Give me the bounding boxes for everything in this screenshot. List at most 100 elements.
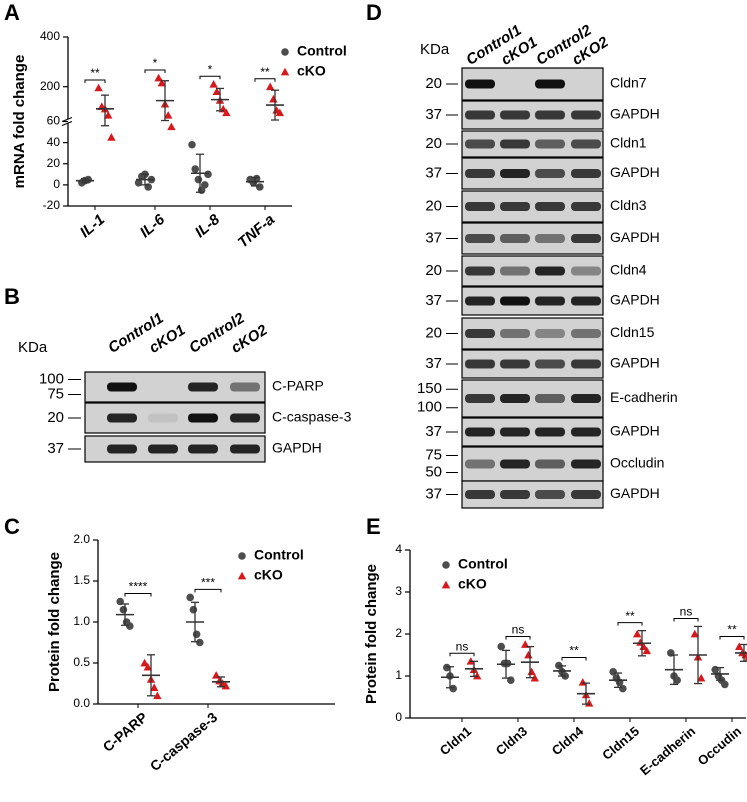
x-tick-label: Cldn3	[493, 723, 530, 758]
x-tick-label: Cldn15	[599, 723, 642, 762]
x-tick-label: Occudin	[695, 723, 745, 768]
data-point	[619, 684, 627, 693]
significance-label: *	[153, 56, 158, 70]
data-point	[107, 133, 116, 141]
blot-band	[500, 139, 530, 149]
strip-label: GAPDH	[610, 164, 660, 180]
y-tick-label: 0.5	[73, 655, 90, 669]
blot-band	[230, 413, 260, 423]
y-tick-label: 2	[395, 626, 402, 640]
panel-letter: D	[366, 0, 382, 25]
panel-letter: B	[4, 284, 20, 309]
legend-label: cKO	[458, 576, 487, 592]
x-tick-label: IL-6	[137, 211, 169, 242]
y-tick-label: 3	[395, 584, 402, 598]
significance-bracket	[254, 78, 276, 82]
blot-band	[500, 329, 530, 338]
blot-band	[500, 234, 530, 243]
strip-label: GAPDH	[610, 355, 660, 371]
blot-band	[188, 382, 218, 392]
significance-label: ***	[201, 576, 215, 590]
data-point	[503, 659, 512, 668]
strip-label: Cldn4	[610, 262, 647, 278]
data-point	[524, 650, 533, 659]
mw-marker: 37	[425, 423, 442, 440]
mw-marker: 75	[47, 385, 64, 402]
data-point	[275, 108, 284, 117]
blot-band	[535, 169, 565, 178]
x-tick-label: E-cadherin	[637, 723, 698, 778]
blot-band	[188, 413, 218, 423]
y-tick-label: -20	[43, 198, 61, 212]
y-tick-label: 60	[47, 114, 61, 128]
blot-band	[465, 202, 495, 211]
strip-label: Cldn1	[610, 135, 647, 151]
blot-band	[535, 394, 565, 403]
blot-band	[230, 444, 260, 454]
y-tick-label: 1	[395, 668, 402, 682]
significance-label: ****	[129, 580, 148, 594]
blot-band	[571, 169, 601, 178]
mw-marker: 75	[425, 446, 442, 463]
data-point	[449, 684, 458, 693]
blot-band	[571, 427, 601, 437]
y-tick-label: 200	[40, 79, 60, 93]
axis-break	[61, 121, 73, 126]
panel-letter: A	[4, 0, 20, 25]
significance-bracket	[617, 622, 643, 626]
data-point	[188, 140, 196, 149]
significance-label: **	[625, 609, 635, 623]
blot-band	[465, 79, 495, 89]
blot-band	[107, 382, 137, 392]
significance-bracket	[673, 617, 699, 622]
data-point	[204, 170, 212, 179]
blot-band	[571, 266, 601, 276]
y-tick-label: 0	[53, 177, 60, 191]
x-tick-label: C-caspase-3	[147, 709, 221, 774]
mw-marker: 100	[39, 370, 64, 387]
mw-marker: 37	[425, 106, 442, 123]
significance-label: **	[727, 623, 737, 637]
data-point	[143, 662, 152, 671]
blot-band	[500, 296, 530, 306]
y-tick-label: 20	[47, 156, 61, 170]
data-point	[212, 87, 221, 96]
significance-bracket	[194, 588, 222, 593]
panel-letter: C	[4, 514, 20, 539]
data-point	[222, 108, 231, 117]
blot-band	[571, 459, 601, 469]
mw-marker: 20	[425, 197, 442, 214]
blot-band	[535, 459, 565, 469]
mw-marker: 37	[425, 485, 442, 502]
data-point	[642, 646, 651, 655]
strip-label: Cldn7	[610, 75, 647, 91]
blot-band	[571, 202, 601, 211]
data-point	[735, 642, 744, 650]
y-tick-label: 1.0	[73, 614, 90, 628]
data-point	[744, 656, 747, 661]
legend-label: cKO	[297, 63, 326, 79]
legend-label: Control	[297, 43, 347, 59]
blot-band	[535, 110, 565, 120]
data-point	[269, 94, 278, 103]
y-axis-label: mRNA fold change	[11, 55, 28, 189]
strip-label: Occludin	[610, 455, 664, 471]
blot-band	[535, 79, 565, 89]
data-point	[153, 691, 162, 700]
blot-band	[500, 359, 530, 369]
blot-band	[535, 202, 565, 211]
panel-letter: E	[366, 514, 381, 539]
x-tick-label: IL-8	[192, 211, 224, 242]
blot-band	[465, 490, 495, 499]
blot-band	[500, 169, 530, 178]
blot-band	[571, 110, 601, 120]
y-tick-label: 1.5	[73, 573, 90, 587]
blot-band	[535, 234, 565, 243]
blot-band	[465, 169, 495, 178]
blot-band	[465, 459, 495, 469]
kda-label: KDa	[420, 41, 450, 58]
data-point	[673, 676, 681, 684]
mw-marker: 20	[425, 135, 442, 152]
data-point	[721, 680, 729, 689]
